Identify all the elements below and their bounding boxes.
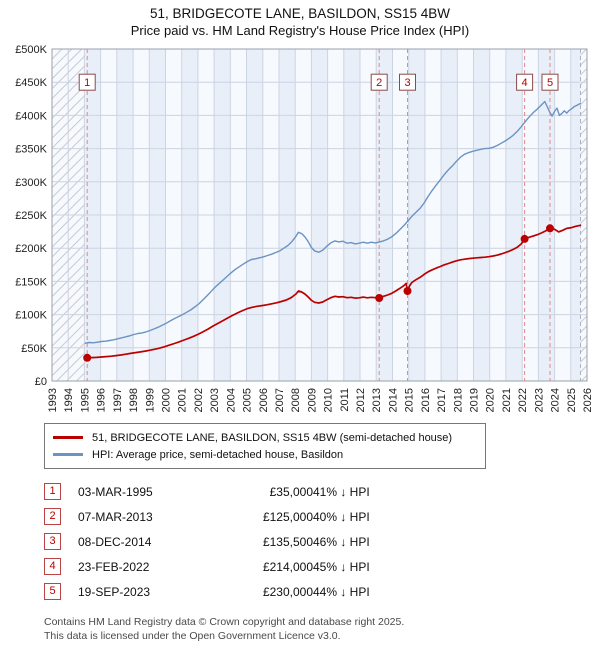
- svg-text:1994: 1994: [63, 388, 75, 412]
- page-subtitle: Price paid vs. HM Land Registry's House …: [130, 22, 470, 38]
- svg-text:2005: 2005: [242, 388, 254, 412]
- sale-row: 2 07-MAR-2013 £125,000 40% ↓ HPI: [44, 504, 370, 529]
- sale-price: £230,000: [262, 584, 313, 599]
- legend-label: HPI: Average price, semi-detached house,…: [92, 448, 344, 461]
- svg-text:£400K: £400K: [15, 111, 47, 123]
- svg-text:3: 3: [404, 77, 410, 89]
- sale-date: 03-MAR-1995: [78, 484, 153, 499]
- svg-text:£250K: £250K: [15, 210, 47, 222]
- sale-date: 07-MAR-2013: [78, 509, 153, 524]
- svg-text:2012: 2012: [355, 388, 367, 412]
- sale-row: 5 19-SEP-2023 £230,000 44% ↓ HPI: [44, 579, 370, 604]
- svg-text:£350K: £350K: [15, 144, 47, 156]
- sale-number-badge: 1: [44, 483, 61, 501]
- sale-row: 1 03-MAR-1995 £35,000 41% ↓ HPI: [44, 479, 370, 504]
- page-title: 51, BRIDGECOTE LANE, BASILDON, SS15 4BW: [149, 6, 451, 21]
- svg-text:2025: 2025: [566, 388, 578, 412]
- svg-text:2015: 2015: [404, 388, 416, 412]
- sale-number-badge: 4: [44, 558, 61, 576]
- svg-text:4: 4: [522, 77, 528, 89]
- svg-text:£200K: £200K: [15, 243, 47, 255]
- svg-text:2000: 2000: [161, 388, 173, 412]
- footer: Contains HM Land Registry data © Crown c…: [44, 616, 600, 643]
- chart-canvas: 1 2 3 4 5 £0 £50K £100K £150K £200K £250K £300K £350…: [15, 44, 594, 412]
- footer-licence: This data is licensed under the Open Gov…: [44, 629, 341, 642]
- legend-item-property: 51, BRIDGECOTE LANE, BASILDON, SS15 4BW …: [53, 429, 477, 446]
- svg-text:2003: 2003: [209, 388, 221, 412]
- svg-text:£150K: £150K: [15, 277, 47, 289]
- svg-text:2014: 2014: [388, 388, 400, 412]
- sale-number-badge: 3: [44, 533, 61, 551]
- svg-text:2026: 2026: [582, 388, 594, 412]
- sale-number-badge: 2: [44, 508, 61, 526]
- svg-text:2001: 2001: [177, 388, 189, 412]
- svg-text:1999: 1999: [144, 388, 156, 412]
- sale-vs-hpi: 40% ↓ HPI: [313, 509, 370, 524]
- svg-text:2013: 2013: [371, 388, 383, 412]
- svg-text:1: 1: [84, 77, 90, 89]
- svg-text:1996: 1996: [96, 388, 108, 412]
- svg-text:£50K: £50K: [21, 343, 47, 355]
- svg-text:2002: 2002: [193, 388, 205, 412]
- svg-text:2008: 2008: [290, 388, 302, 412]
- svg-text:2009: 2009: [306, 388, 318, 412]
- svg-text:2006: 2006: [258, 388, 270, 412]
- footer-copyright: Contains HM Land Registry data © Crown c…: [44, 616, 405, 629]
- svg-text:2004: 2004: [225, 388, 237, 412]
- svg-text:2: 2: [376, 77, 382, 89]
- sale-vs-hpi: 46% ↓ HPI: [313, 534, 370, 549]
- svg-text:2018: 2018: [452, 388, 464, 412]
- sale-date: 19-SEP-2023: [78, 584, 151, 599]
- svg-text:2007: 2007: [274, 388, 286, 412]
- svg-text:1998: 1998: [128, 388, 140, 412]
- svg-text:£0: £0: [35, 376, 47, 388]
- sale-date: 08-DEC-2014: [78, 534, 152, 549]
- sale-row: 3 08-DEC-2014 £135,500 46% ↓ HPI: [44, 529, 370, 554]
- svg-text:2024: 2024: [550, 388, 562, 412]
- sales-table: 1 03-MAR-1995 £35,000 41% ↓ HPI 2 07-MAR-2013…: [44, 479, 370, 604]
- chart-header: 51, BRIDGECOTE LANE, BASILDON, SS15 4BW …: [0, 0, 600, 39]
- svg-text:£500K: £500K: [15, 44, 47, 56]
- legend-line-swatch: [53, 436, 83, 440]
- svg-text:£100K: £100K: [15, 310, 47, 322]
- sale-price: £35,000: [269, 484, 313, 499]
- sale-vs-hpi: 41% ↓ HPI: [313, 484, 370, 499]
- svg-text:2021: 2021: [501, 388, 513, 412]
- svg-text:5: 5: [547, 77, 553, 89]
- svg-text:£450K: £450K: [15, 77, 47, 89]
- svg-text:1995: 1995: [79, 388, 91, 412]
- svg-text:2016: 2016: [420, 388, 432, 412]
- sale-date: 23-FEB-2022: [78, 559, 150, 574]
- sale-price: £125,000: [262, 509, 313, 524]
- svg-text:2019: 2019: [469, 388, 481, 412]
- svg-text:2020: 2020: [485, 388, 497, 412]
- svg-text:1997: 1997: [112, 388, 124, 412]
- svg-text:2010: 2010: [323, 388, 335, 412]
- legend: 51, BRIDGECOTE LANE, BASILDON, SS15 4BW …: [44, 423, 486, 470]
- svg-text:2023: 2023: [533, 388, 545, 412]
- sale-price: £135,500: [262, 534, 313, 549]
- price-chart: 1 2 3 4 5 £0 £50K £100K £150K £200K £250K £300K £350…: [0, 41, 600, 419]
- svg-text:2011: 2011: [339, 388, 351, 412]
- legend-line-swatch: [53, 453, 83, 457]
- sale-vs-hpi: 45% ↓ HPI: [313, 559, 370, 574]
- svg-text:£300K: £300K: [15, 177, 47, 189]
- legend-item-hpi: HPI: Average price, semi-detached house,…: [53, 446, 477, 463]
- svg-text:2017: 2017: [436, 388, 448, 412]
- sale-number-badge: 5: [44, 583, 61, 601]
- sale-price: £214,000: [262, 559, 313, 574]
- legend-label: 51, BRIDGECOTE LANE, BASILDON, SS15 4BW …: [92, 431, 453, 444]
- svg-text:2022: 2022: [517, 388, 529, 412]
- sale-row: 4 23-FEB-2022 £214,000 45% ↓ HPI: [44, 554, 370, 579]
- sale-vs-hpi: 44% ↓ HPI: [313, 584, 370, 599]
- svg-text:1993: 1993: [47, 388, 59, 412]
